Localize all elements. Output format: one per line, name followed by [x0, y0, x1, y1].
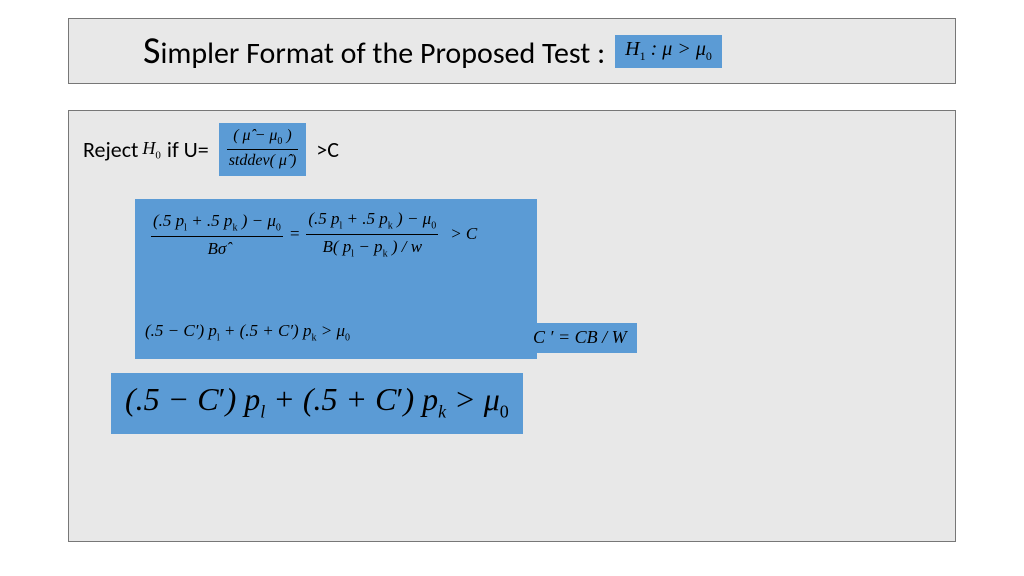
greater-than-c: >C [316, 136, 339, 163]
u-statistic-fraction: ( μ̂ − μ0 ) stddev( μ̂ ) [219, 123, 307, 176]
equals-sign: = [289, 224, 300, 244]
derivation-frac-left: (.5 pl + .5 pk ) − μ0 Bσ̂ [151, 211, 283, 258]
derivation-frac-right: (.5 pl + .5 pk ) − μ0 B( pl − pk ) / w [306, 209, 438, 260]
final-inequality: (.5 − C′) pl + (.5 + C′) pk > μ0 [111, 373, 523, 434]
u-frac-denominator: stddev( μ̂ ) [227, 149, 299, 170]
title-rest: impler Format of the Proposed Test : [160, 35, 605, 72]
h1-hypothesis-badge: H1 : μ > μ0 [615, 35, 722, 68]
c-prime-definition: C ′ = CB / W [523, 323, 637, 353]
title-panel: Simpler Format of the Proposed Test : H1… [68, 18, 956, 84]
slide: Simpler Format of the Proposed Test : H1… [0, 0, 1024, 576]
h0-symbol: H0 [142, 138, 161, 162]
derivation-frac2-den: B( pl − pk ) / w [306, 234, 438, 260]
title-leading-cap: S [143, 28, 160, 74]
title-text: Simpler Format of the Proposed Test : [143, 28, 605, 74]
derivation-fraction-equation: (.5 pl + .5 pk ) − μ0 Bσ̂ = (.5 pl + .5 … [145, 209, 477, 260]
reject-word: Reject [83, 136, 138, 163]
if-u-equals: if U= [167, 136, 209, 163]
derivation-block: (.5 pl + .5 pk ) − μ0 Bσ̂ = (.5 pl + .5 … [135, 199, 537, 359]
derivation-frac1-num: (.5 pl + .5 pk ) − μ0 [151, 211, 283, 236]
body-panel: Reject H0 if U= ( μ̂ − μ0 ) stddev( μ̂ )… [68, 110, 956, 542]
u-frac-numerator: ( μ̂ − μ0 ) [227, 127, 299, 149]
derivation-line2: (.5 − C′) pl + (.5 + C′) pk > μ0 [145, 321, 350, 343]
derivation-frac1-den: Bσ̂ [151, 236, 283, 259]
reject-line: Reject H0 if U= ( μ̂ − μ0 ) stddev( μ̂ )… [83, 123, 339, 176]
derivation-frac2-num: (.5 pl + .5 pk ) − μ0 [306, 209, 438, 234]
derivation-gt-c: > C [450, 224, 477, 244]
